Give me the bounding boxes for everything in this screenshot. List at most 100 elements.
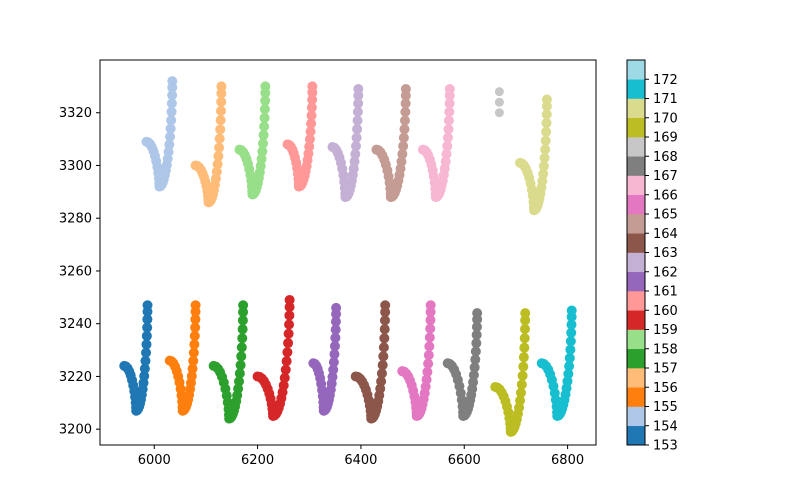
data-point bbox=[328, 364, 339, 375]
series-154 bbox=[141, 76, 178, 192]
data-point bbox=[424, 341, 435, 352]
colorbar-segment bbox=[627, 98, 645, 119]
data-point bbox=[566, 327, 577, 338]
data-point bbox=[214, 133, 225, 144]
data-point bbox=[140, 355, 151, 366]
data-point bbox=[141, 347, 152, 358]
series-169 bbox=[490, 308, 531, 437]
data-point bbox=[538, 161, 549, 172]
series-162 bbox=[327, 84, 364, 203]
data-point bbox=[190, 314, 201, 325]
colorbar-tick-label: 163 bbox=[653, 246, 678, 261]
colorbar: 153 154 155 156 157 158 159 160 161 162 163 164 165 1… bbox=[626, 59, 678, 454]
data-point bbox=[304, 141, 315, 152]
data-point bbox=[398, 132, 409, 143]
y-tick-label: 3260 bbox=[59, 264, 92, 279]
data-point bbox=[520, 308, 531, 319]
data-point bbox=[443, 115, 454, 126]
data-point bbox=[470, 346, 481, 357]
colorbar-tick-label: 160 bbox=[653, 304, 678, 319]
data-point bbox=[519, 333, 530, 344]
colorbar-segment bbox=[627, 194, 645, 215]
colorbar-segment bbox=[627, 60, 645, 80]
data-point bbox=[166, 115, 177, 126]
data-point bbox=[256, 153, 267, 164]
series-163 bbox=[350, 300, 391, 424]
data-point bbox=[216, 96, 227, 107]
colorbar-tick-label: 161 bbox=[653, 285, 678, 300]
colorbar-tick-label: 171 bbox=[653, 92, 678, 107]
colorbar-tick-label: 166 bbox=[653, 188, 678, 203]
series-168 bbox=[494, 87, 504, 118]
data-point bbox=[565, 336, 576, 347]
data-point bbox=[284, 301, 295, 312]
colorbar-tick-label: 165 bbox=[653, 208, 678, 223]
data-point bbox=[330, 324, 341, 335]
data-point bbox=[541, 117, 552, 128]
data-point bbox=[565, 344, 576, 355]
data-point bbox=[306, 102, 317, 113]
data-point bbox=[258, 138, 268, 149]
colorbar-segment bbox=[627, 406, 645, 427]
series-165 bbox=[397, 300, 436, 421]
colorbar-tick-label: 155 bbox=[653, 400, 678, 415]
data-point bbox=[515, 387, 526, 398]
plot-frame bbox=[99, 59, 597, 446]
data-point bbox=[349, 156, 360, 167]
data-point bbox=[141, 330, 152, 341]
data-point bbox=[257, 146, 268, 157]
y-tick-label: 3220 bbox=[59, 370, 92, 385]
data-point bbox=[378, 351, 389, 362]
data-point bbox=[400, 98, 411, 109]
colorbar-tick-label: 168 bbox=[653, 150, 678, 165]
colorbar-segment bbox=[627, 348, 645, 369]
data-point bbox=[331, 302, 342, 313]
data-point bbox=[442, 141, 453, 152]
series-160 bbox=[282, 81, 318, 192]
y-tick-label: 3320 bbox=[59, 106, 92, 121]
data-point bbox=[307, 81, 318, 92]
data-point bbox=[187, 363, 198, 374]
colorbar-segment bbox=[627, 175, 645, 196]
data-point bbox=[379, 324, 390, 335]
data-point bbox=[442, 132, 453, 143]
colorbar-tick-label: 172 bbox=[653, 73, 678, 88]
x-tick-label: 6600 bbox=[448, 453, 481, 468]
data-point bbox=[380, 300, 391, 311]
data-point bbox=[238, 300, 249, 311]
data-point bbox=[163, 146, 174, 157]
data-point bbox=[186, 371, 197, 382]
data-point bbox=[400, 106, 411, 117]
data-point bbox=[215, 124, 226, 135]
data-point bbox=[235, 360, 246, 371]
colorbar-segment bbox=[627, 137, 645, 157]
data-point bbox=[398, 141, 409, 152]
colorbar-tick-label: 153 bbox=[653, 439, 678, 454]
data-point bbox=[237, 333, 248, 344]
colorbar-segment bbox=[627, 233, 645, 253]
x-tick-label: 6800 bbox=[551, 453, 584, 468]
data-point bbox=[281, 356, 292, 367]
data-point bbox=[471, 338, 482, 349]
colorbar-tick-label: 169 bbox=[653, 131, 678, 146]
data-point bbox=[237, 315, 248, 326]
data-point bbox=[139, 371, 150, 382]
data-point bbox=[353, 98, 364, 109]
data-point bbox=[234, 376, 245, 387]
data-point bbox=[378, 342, 389, 353]
data-point bbox=[494, 97, 504, 107]
data-point bbox=[280, 364, 291, 375]
data-point bbox=[440, 156, 451, 167]
series-166 bbox=[417, 84, 455, 203]
data-point bbox=[167, 76, 178, 87]
data-point bbox=[142, 322, 153, 333]
data-point bbox=[141, 339, 152, 350]
data-point bbox=[167, 90, 178, 101]
colorbar-segment bbox=[627, 329, 645, 350]
data-point bbox=[377, 360, 388, 371]
series-164 bbox=[371, 84, 411, 203]
data-point bbox=[400, 84, 411, 95]
data-point bbox=[216, 88, 227, 99]
colorbar-tick-label: 158 bbox=[653, 342, 678, 357]
